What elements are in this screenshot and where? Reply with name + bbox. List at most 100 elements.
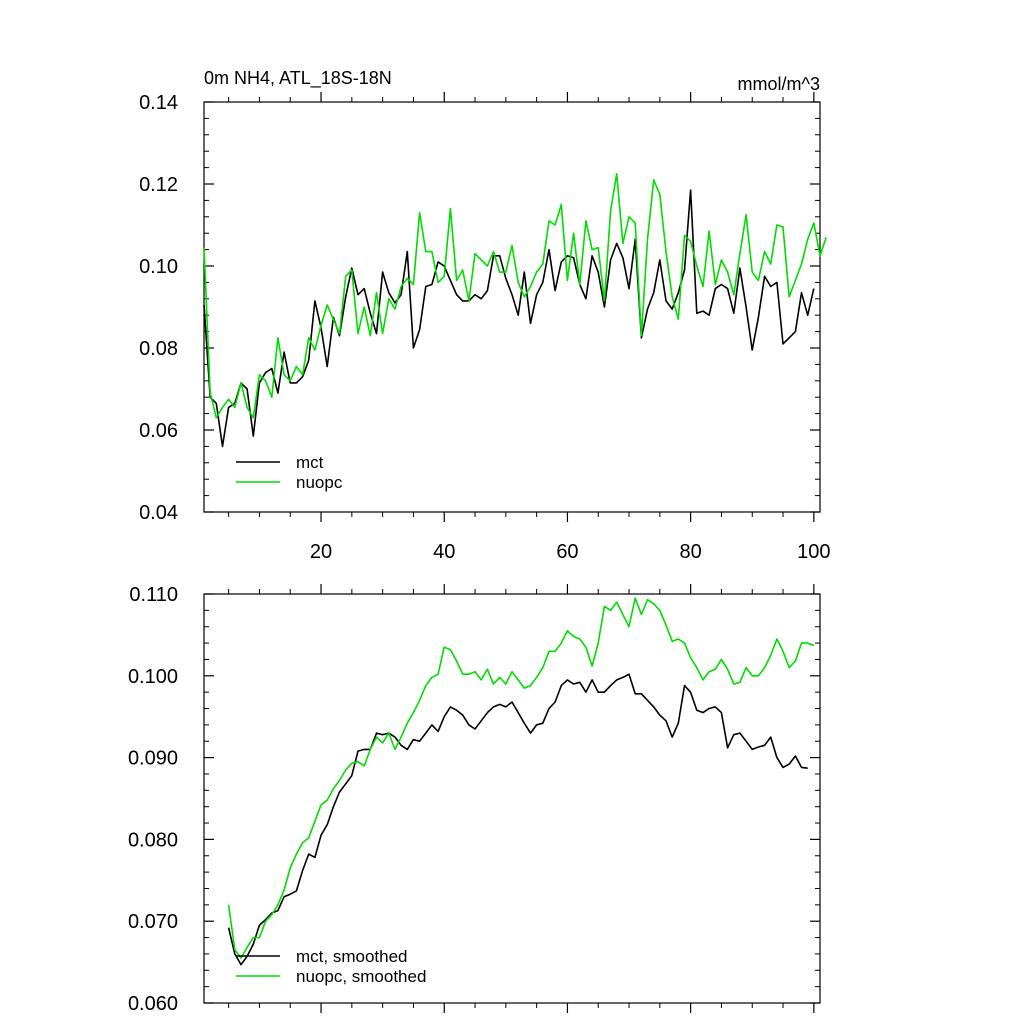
data-point (345, 783, 347, 785)
data-point (400, 736, 402, 738)
data-point (499, 271, 501, 273)
data-point (542, 722, 544, 724)
data-point (289, 893, 291, 895)
chart-units: mmol/m^3 (738, 74, 820, 94)
data-point (400, 286, 402, 288)
data-point (450, 208, 452, 210)
data-point (751, 675, 753, 677)
x-tick-label: 60 (556, 541, 578, 563)
y-tick-label: 0.14 (139, 92, 178, 114)
data-point (696, 265, 698, 267)
data-point (376, 292, 378, 294)
data-point (807, 239, 809, 241)
data-point (536, 724, 538, 726)
data-point (240, 964, 242, 966)
data-point (610, 610, 612, 612)
data-point (413, 739, 415, 741)
plot-frame (203, 593, 821, 1004)
data-point (228, 927, 230, 929)
data-point (647, 239, 649, 241)
data-point (530, 286, 532, 288)
data-point (727, 288, 729, 290)
data-point (320, 325, 322, 327)
data-point (296, 382, 298, 384)
y-tick-label: 0.110 (129, 584, 178, 606)
data-point (653, 706, 655, 708)
data-point (745, 740, 747, 742)
data-point (561, 204, 563, 206)
data-point (530, 732, 532, 734)
data-point (394, 302, 396, 304)
data-point (253, 937, 255, 939)
data-point (548, 220, 550, 222)
data-point (671, 296, 673, 298)
data-point (653, 179, 655, 181)
x-tick-label: 20 (310, 541, 332, 563)
data-point (751, 749, 753, 751)
data-point (653, 292, 655, 294)
data-point (721, 659, 723, 661)
y-tick-label: 0.04 (139, 502, 178, 524)
data-point (296, 366, 298, 368)
data-point (253, 435, 255, 437)
data-point (622, 257, 624, 259)
data-point (567, 630, 569, 632)
data-point (370, 335, 372, 337)
data-point (388, 732, 390, 734)
data-point (659, 610, 661, 612)
data-point (505, 271, 507, 273)
x-tick-label: 80 (680, 541, 702, 563)
data-point (610, 210, 612, 212)
data-point (751, 271, 753, 273)
data-point (585, 646, 587, 648)
data-point (443, 646, 445, 648)
data-point (351, 763, 353, 765)
data-point (776, 757, 778, 759)
data-point (708, 671, 710, 673)
data-point (628, 216, 630, 218)
data-point (616, 243, 618, 245)
data-point (715, 706, 717, 708)
data-point (363, 749, 365, 751)
data-point (271, 914, 273, 916)
data-point (462, 714, 464, 716)
data-point (456, 280, 458, 282)
data-point (727, 747, 729, 749)
data-point (665, 720, 667, 722)
data-point (585, 298, 587, 300)
data-point (468, 673, 470, 675)
data-point (665, 624, 667, 626)
data-point (333, 319, 335, 321)
data-point (782, 651, 784, 653)
data-point (597, 271, 599, 273)
data-point (363, 765, 365, 767)
data-point (493, 706, 495, 708)
data-point (345, 296, 347, 298)
data-point (795, 660, 797, 662)
data-point (788, 296, 790, 298)
data-point (530, 323, 532, 325)
data-point (653, 603, 655, 605)
data-point (745, 214, 747, 216)
data-point (591, 665, 593, 667)
y-tick-label: 0.100 (128, 666, 178, 688)
data-point (628, 626, 630, 628)
data-point (419, 329, 421, 331)
data-point (271, 396, 273, 398)
data-point (443, 716, 445, 718)
data-point (517, 712, 519, 714)
data-point (795, 331, 797, 333)
series-line-mct (203, 189, 815, 448)
data-point (246, 407, 248, 409)
data-point (807, 642, 809, 644)
data-point (357, 294, 359, 296)
data-point (665, 300, 667, 302)
data-point (511, 245, 513, 247)
data-point (517, 679, 519, 681)
data-point (493, 251, 495, 253)
data-point (209, 392, 211, 394)
data-point (370, 749, 372, 751)
data-point (690, 189, 692, 191)
data-point (715, 284, 717, 286)
data-point (462, 673, 464, 675)
